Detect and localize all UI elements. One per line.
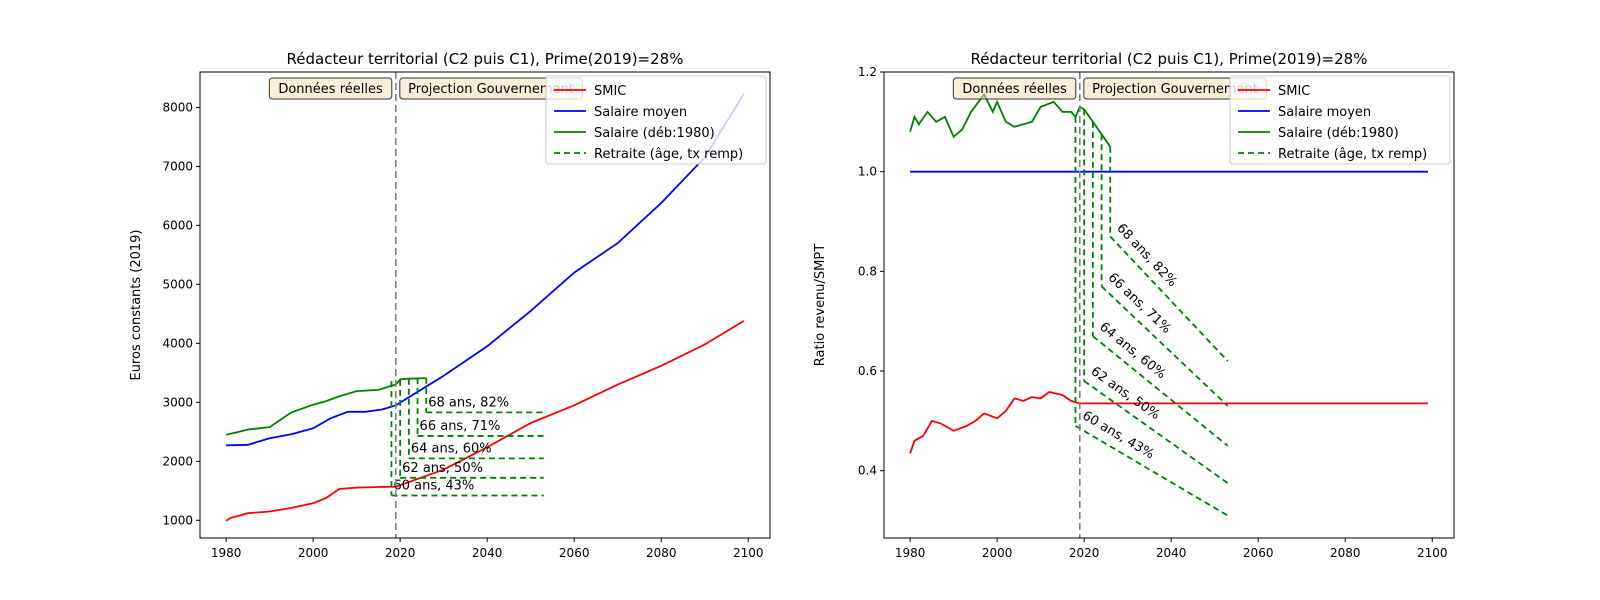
y-tick-label: 1.0 <box>858 165 877 179</box>
retirement-label: 66 ans, 71% <box>420 419 501 434</box>
y-tick-label: 6000 <box>162 218 193 232</box>
series-line <box>225 320 745 522</box>
x-tick-label: 2040 <box>472 546 503 560</box>
legend-label: SMIC <box>594 84 626 99</box>
y-axis-label: Ratio revenu/SMPT <box>813 244 828 366</box>
legend-label: Retraite (âge, tx remp) <box>1278 147 1427 162</box>
y-tick-label: 8000 <box>162 100 193 114</box>
legend-frame <box>1229 75 1451 165</box>
x-tick-label: 2020 <box>1069 546 1100 560</box>
y-tick-label: 0.6 <box>858 364 877 378</box>
retirement-line <box>1092 335 1229 447</box>
y-tick-label: 1000 <box>162 513 193 527</box>
x-tick-label: 2040 <box>1156 546 1187 560</box>
axes-frame <box>883 71 1455 539</box>
retirement-label: 60 ans, 43% <box>393 479 474 494</box>
legend-label: Salaire (déb:1980) <box>1278 126 1399 141</box>
chart-panel-1: Rédacteur territorial (C2 puis C1), Prim… <box>129 50 771 560</box>
chart-title: Rédacteur territorial (C2 puis C1), Prim… <box>287 50 684 68</box>
legend-label: SMIC <box>1278 84 1310 99</box>
box-real-data-label: Données réelles <box>278 82 383 97</box>
y-tick-label: 4000 <box>162 336 193 350</box>
y-axis-label: Euros constants (2019) <box>129 229 144 380</box>
y-tick-label: 2000 <box>162 454 193 468</box>
x-tick-label: 1980 <box>211 546 242 560</box>
plot-area <box>225 93 745 522</box>
retirement-label: 64 ans, 60% <box>411 441 492 456</box>
legend-label: Salaire moyen <box>1278 105 1371 120</box>
retirement-label: 68 ans, 82% <box>428 395 509 410</box>
x-tick-label: 2080 <box>1330 546 1361 560</box>
chart-title: Rédacteur territorial (C2 puis C1), Prim… <box>971 50 1368 68</box>
chart-panel-2: Rédacteur territorial (C2 puis C1), Prim… <box>813 50 1455 560</box>
x-tick-label: 2060 <box>559 546 590 560</box>
box-real-data-frame <box>952 77 1077 100</box>
x-tick-label: 2080 <box>646 546 677 560</box>
x-tick-label: 2020 <box>385 546 416 560</box>
x-tick-label: 2100 <box>1417 546 1448 560</box>
x-tick-label: 2000 <box>982 546 1013 560</box>
box-real-data: Données réelles <box>268 77 393 100</box>
x-tick-label: 2060 <box>1243 546 1274 560</box>
box-projection: Projection Gouvernement <box>399 77 583 100</box>
y-tick-label: 0.8 <box>858 264 877 278</box>
series-line <box>226 93 745 447</box>
legend-label: Retraite (âge, tx remp) <box>594 147 743 162</box>
retirement-line <box>1100 285 1229 407</box>
series-line <box>225 377 427 436</box>
box-projection-label: Projection Gouvernement <box>408 82 574 97</box>
retirement-line <box>1109 235 1229 362</box>
box-projection-label: Projection Gouvernement <box>1092 82 1258 97</box>
y-tick-label: 1.2 <box>858 65 877 79</box>
y-tick-label: 5000 <box>162 277 193 291</box>
x-tick-label: 1980 <box>895 546 926 560</box>
series-line <box>909 391 1428 454</box>
legend-label: Salaire (déb:1980) <box>594 126 715 141</box>
box-projection: Projection Gouvernement <box>1083 77 1267 100</box>
legend: SMIC Salaire moyen Salaire (déb:1980) Retra… <box>1229 75 1451 165</box>
legend: SMIC Salaire moyen Salaire (déb:1980) Retra… <box>545 75 767 165</box>
y-tick-label: 0.4 <box>858 464 877 478</box>
axes-frame <box>199 71 771 539</box>
retirement-label: 62 ans, 50% <box>402 461 483 476</box>
box-real-data-label: Données réelles <box>962 82 1067 97</box>
x-tick-label: 2100 <box>733 546 764 560</box>
retirement-line <box>1074 425 1229 517</box>
y-tick-label: 7000 <box>162 159 193 173</box>
box-real-data-frame <box>268 77 393 100</box>
legend-frame <box>545 75 767 165</box>
legend-label: Salaire moyen <box>594 105 687 120</box>
box-real-data: Données réelles <box>952 77 1077 100</box>
y-tick-label: 3000 <box>162 395 193 409</box>
x-tick-label: 2000 <box>298 546 329 560</box>
